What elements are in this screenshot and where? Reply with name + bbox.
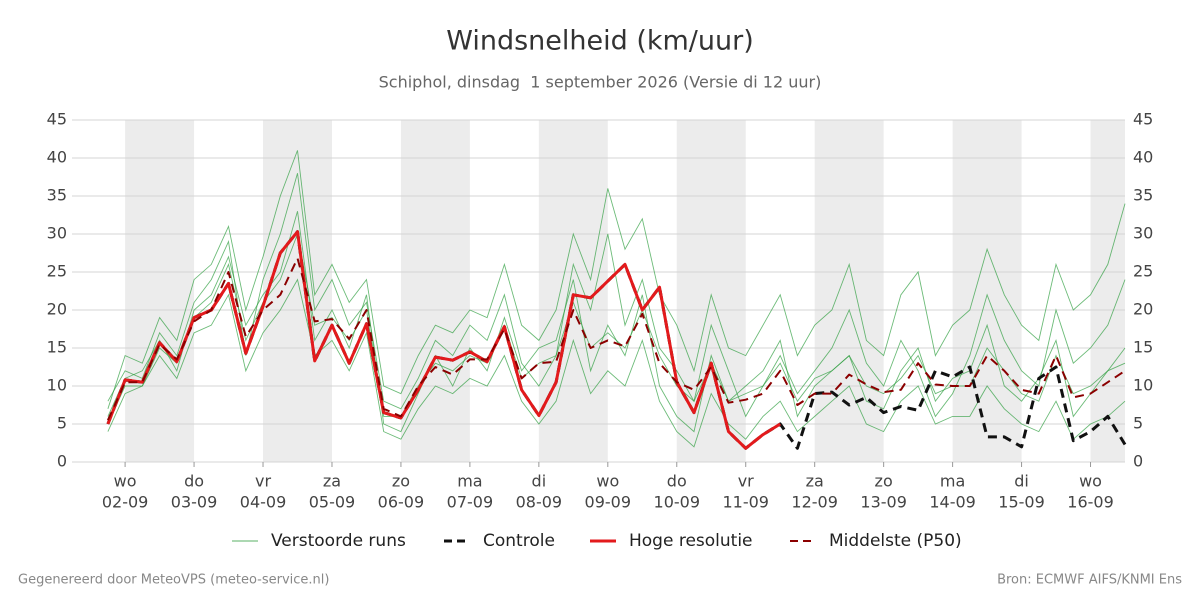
day-shading — [676, 120, 746, 462]
series-line — [106, 257, 1126, 421]
x-tick-label: 08-09 — [516, 493, 563, 512]
x-tick-weekday: vr — [738, 472, 754, 491]
y-tick-label: 45 — [47, 110, 67, 129]
x-tick-label: 03-09 — [171, 493, 218, 512]
x-tick-weekday: ma — [940, 472, 965, 491]
x-tick-weekday: zo — [392, 472, 410, 491]
x-tick-label: 12-09 — [791, 493, 838, 512]
x-tick-label: 06-09 — [378, 493, 425, 512]
day-shading — [125, 120, 195, 462]
y2-tick-label: 25 — [1133, 262, 1153, 281]
x-tick-label: 05-09 — [309, 493, 356, 512]
y-tick-label: 20 — [47, 300, 67, 319]
y-tick-label: 15 — [47, 338, 67, 357]
y2-tick-label: 30 — [1133, 224, 1153, 243]
y2-tick-label: 45 — [1133, 110, 1153, 129]
x-tick-label: 07-09 — [447, 493, 494, 512]
y-tick-label: 30 — [47, 224, 67, 243]
y2-tick-label: 40 — [1133, 148, 1153, 167]
x-tick-weekday: vr — [255, 472, 271, 491]
x-tick-label: 04-09 — [240, 493, 287, 512]
y2-tick-label: 10 — [1133, 376, 1153, 395]
x-tick-weekday: wo — [114, 472, 137, 491]
x-tick-label: 09-09 — [585, 493, 632, 512]
legend-label: Hoge resolutie — [629, 531, 753, 551]
chart-subtitle: Schiphol, dinsdag 1 september 2026 (Vers… — [379, 73, 822, 92]
legend-label: Middelste (P50) — [829, 531, 962, 551]
y-tick-label: 35 — [47, 186, 67, 205]
x-tick-label: 16-09 — [1067, 493, 1114, 512]
x-tick-label: 10-09 — [654, 493, 701, 512]
perturbed-run — [107, 150, 1126, 409]
x-tick-weekday: za — [806, 472, 824, 491]
x-tick-label: 13-09 — [860, 493, 907, 512]
series-line — [106, 230, 781, 450]
footer-right: Bron: ECMWF AIFS/KNMI Ens — [997, 573, 1182, 588]
x-tick-label: 11-09 — [722, 493, 769, 512]
x-tick-label: 14-09 — [929, 493, 976, 512]
y-tick-label: 40 — [47, 148, 67, 167]
y2-tick-label: 5 — [1133, 414, 1143, 433]
x-tick-weekday: do — [667, 472, 687, 491]
legend-label: Verstoorde runs — [271, 531, 406, 551]
y-tick-label: 25 — [47, 262, 67, 281]
day-shading — [263, 120, 332, 462]
x-tick-weekday: zo — [875, 472, 893, 491]
x-tick-weekday: za — [323, 472, 341, 491]
day-shading — [400, 120, 470, 462]
x-tick-label: 02-09 — [102, 493, 149, 512]
day-shading — [814, 120, 884, 462]
x-tick-label: 15-09 — [998, 493, 1045, 512]
y2-tick-label: 35 — [1133, 186, 1153, 205]
perturbed-run — [107, 278, 1126, 448]
y-tick-label: 5 — [57, 414, 67, 433]
x-tick-weekday: ma — [457, 472, 482, 491]
y-tick-label: 0 — [57, 452, 67, 471]
x-tick-weekday: wo — [1079, 472, 1102, 491]
series-line — [106, 230, 1127, 450]
day-shading — [952, 120, 1022, 462]
perturbed-run — [107, 173, 1126, 418]
x-tick-weekday: di — [532, 472, 547, 491]
y2-tick-label: 20 — [1133, 300, 1153, 319]
x-tick-weekday: di — [1014, 472, 1029, 491]
y-tick-label: 10 — [47, 376, 67, 395]
legend-label: Controle — [483, 531, 555, 551]
y2-tick-label: 15 — [1133, 338, 1153, 357]
chart-title: Windsnelheid (km/uur) — [446, 26, 754, 57]
footer-left: Gegenereerd door MeteoVPS (meteo-service… — [18, 573, 329, 588]
day-shading — [1090, 120, 1125, 462]
x-tick-weekday: wo — [596, 472, 619, 491]
y2-tick-label: 0 — [1133, 452, 1143, 471]
x-tick-weekday: do — [184, 472, 204, 491]
